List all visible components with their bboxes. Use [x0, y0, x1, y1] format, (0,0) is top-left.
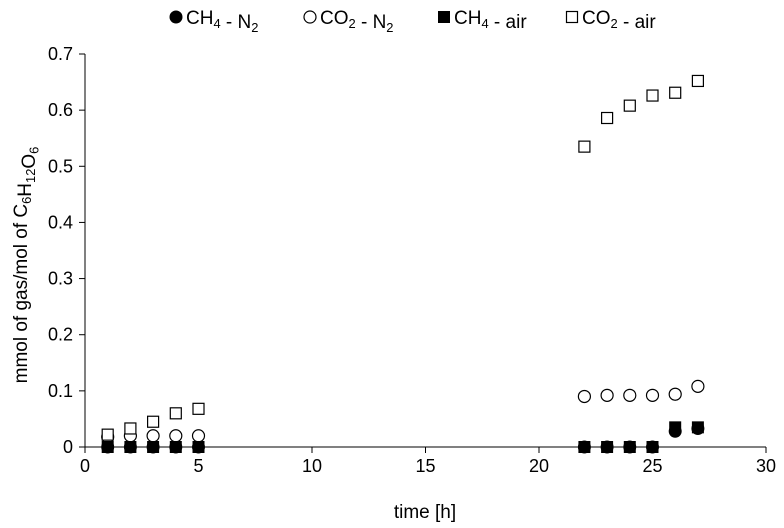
- series-3: [101, 421, 704, 453]
- data-point: [578, 441, 591, 453]
- data-point: [169, 441, 182, 453]
- legend-label: CH4 - N2: [186, 8, 258, 35]
- x-tick-label: 10: [302, 456, 322, 476]
- x-tick-label: 25: [642, 456, 662, 476]
- series-2: [101, 379, 705, 444]
- legend-item: CH4 - air: [438, 8, 527, 33]
- series-1: [101, 421, 705, 454]
- data-point: [124, 422, 137, 435]
- data-point: [691, 379, 705, 393]
- x-tick-label: 5: [193, 456, 203, 476]
- y-tick-label: 0: [63, 437, 73, 457]
- series-4: [101, 74, 705, 441]
- data-point: [578, 140, 591, 153]
- data-point: [169, 407, 182, 420]
- data-point: [623, 441, 636, 453]
- data-point: [646, 441, 659, 453]
- x-tick-label: 30: [756, 456, 776, 476]
- legend-marker: [438, 11, 450, 23]
- y-axis-label: mmol of gas/mol of C6H12O6: [11, 147, 42, 384]
- axes: 0 5 10 15 20 25 30 0 0.1 0.2 0.3 0.4 0.5 0.6 0.7: [48, 44, 776, 476]
- data-point: [669, 86, 682, 99]
- y-tick-label: 0.4: [48, 212, 73, 232]
- y-tick-label: 0.6: [48, 100, 73, 120]
- data-point: [691, 74, 705, 88]
- legend-label: CH4 - air: [454, 8, 527, 33]
- legend-marker: [303, 10, 317, 24]
- legend-label: CO2 - N2: [320, 8, 393, 35]
- legend-marker: [565, 10, 579, 24]
- data-point: [147, 415, 160, 428]
- legend-label: CO2 - air: [582, 8, 656, 33]
- legend-item: CO2 - air: [565, 8, 656, 33]
- data-point: [623, 99, 636, 112]
- data-point: [669, 421, 682, 434]
- data-point: [169, 429, 183, 443]
- y-tick-label: 0.1: [48, 381, 73, 401]
- data-point: [691, 421, 704, 434]
- data-point: [623, 388, 637, 402]
- legend: CH4 - N2 CO2 - N2 CH4 - air CO2 - air: [169, 8, 656, 35]
- data-point: [192, 441, 205, 453]
- x-tick-label: 15: [415, 456, 435, 476]
- data-point: [124, 441, 137, 453]
- y-tick-label: 0.2: [48, 325, 73, 345]
- x-axis-label: time [h]: [394, 502, 456, 523]
- y-tick-label: 0.7: [48, 44, 73, 64]
- y-tick-label: 0.3: [48, 269, 73, 289]
- x-tick-label: 20: [529, 456, 549, 476]
- data-point: [646, 89, 659, 102]
- data-point: [146, 429, 160, 443]
- legend-marker: [169, 10, 183, 24]
- data-point: [601, 441, 614, 453]
- legend-item: CH4 - N2: [169, 8, 258, 35]
- data-point: [600, 111, 614, 125]
- data-point: [192, 402, 205, 415]
- data-point: [668, 387, 682, 401]
- y-tick-label: 0.5: [48, 156, 73, 176]
- data-point: [101, 441, 114, 453]
- x-tick-label: 0: [80, 456, 90, 476]
- data-point: [645, 388, 660, 402]
- data-point: [577, 389, 592, 404]
- data-point: [147, 441, 160, 453]
- legend-item: CO2 - N2: [303, 8, 393, 35]
- data-point: [191, 429, 206, 443]
- data-point: [600, 388, 614, 402]
- data-points: [101, 74, 705, 454]
- data-point: [101, 428, 114, 441]
